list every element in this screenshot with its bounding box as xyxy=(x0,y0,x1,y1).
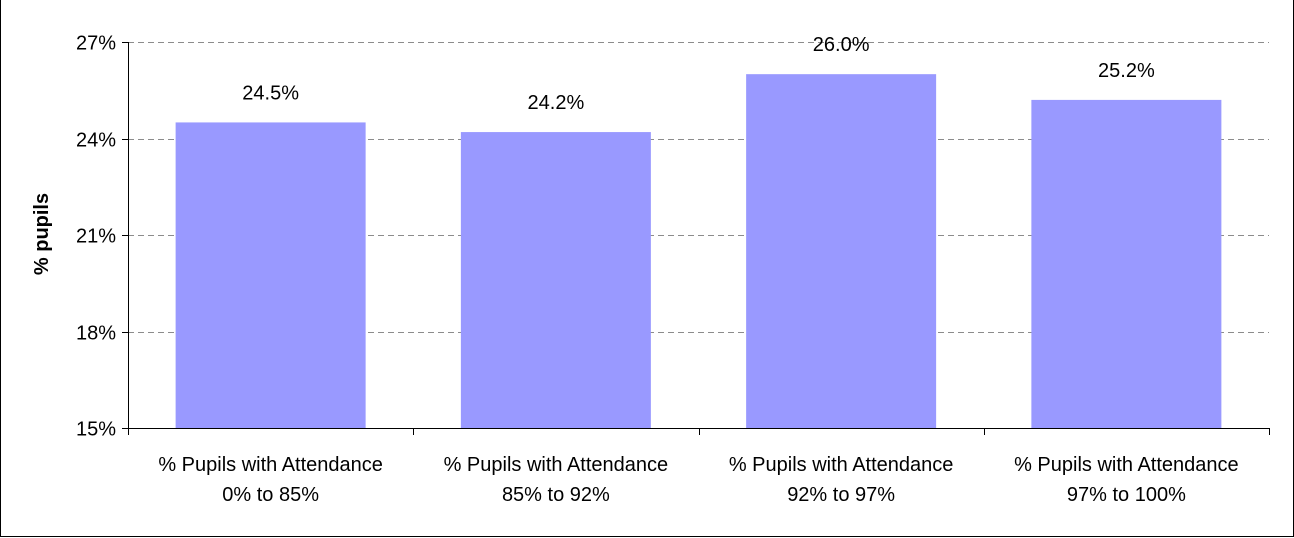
category-label: % Pupils with Attendance xyxy=(729,454,954,476)
bar xyxy=(175,122,366,429)
data-label: 25.2% xyxy=(1098,60,1155,82)
bars xyxy=(175,74,1222,429)
labels: 15% 18% 21% 24% 27% 24.5% % Pupils with Attend… xyxy=(76,33,1239,507)
category-label: 92% to 97% xyxy=(787,484,895,506)
y-tick-label: 27% xyxy=(76,33,116,55)
y-tick-label: 18% xyxy=(76,323,116,345)
data-label: 26.0% xyxy=(813,34,870,56)
bar xyxy=(746,74,937,429)
y-axis-title: % pupils xyxy=(31,193,53,275)
category-label: % Pupils with Attendance xyxy=(1014,454,1239,476)
bar xyxy=(1031,99,1222,429)
category-label: 0% to 85% xyxy=(222,484,319,506)
data-label: 24.2% xyxy=(528,92,585,114)
bar xyxy=(460,132,651,429)
category-label: % Pupils with Attendance xyxy=(158,454,383,476)
y-tick-label: 21% xyxy=(76,226,116,248)
category-label: 97% to 100% xyxy=(1067,484,1186,506)
y-tick-label: 24% xyxy=(76,130,116,152)
y-tick-label: 15% xyxy=(76,419,116,441)
category-label: % Pupils with Attendance xyxy=(444,454,669,476)
axes xyxy=(122,42,1270,435)
data-label: 24.5% xyxy=(242,82,299,104)
category-label: 85% to 92% xyxy=(502,484,610,506)
